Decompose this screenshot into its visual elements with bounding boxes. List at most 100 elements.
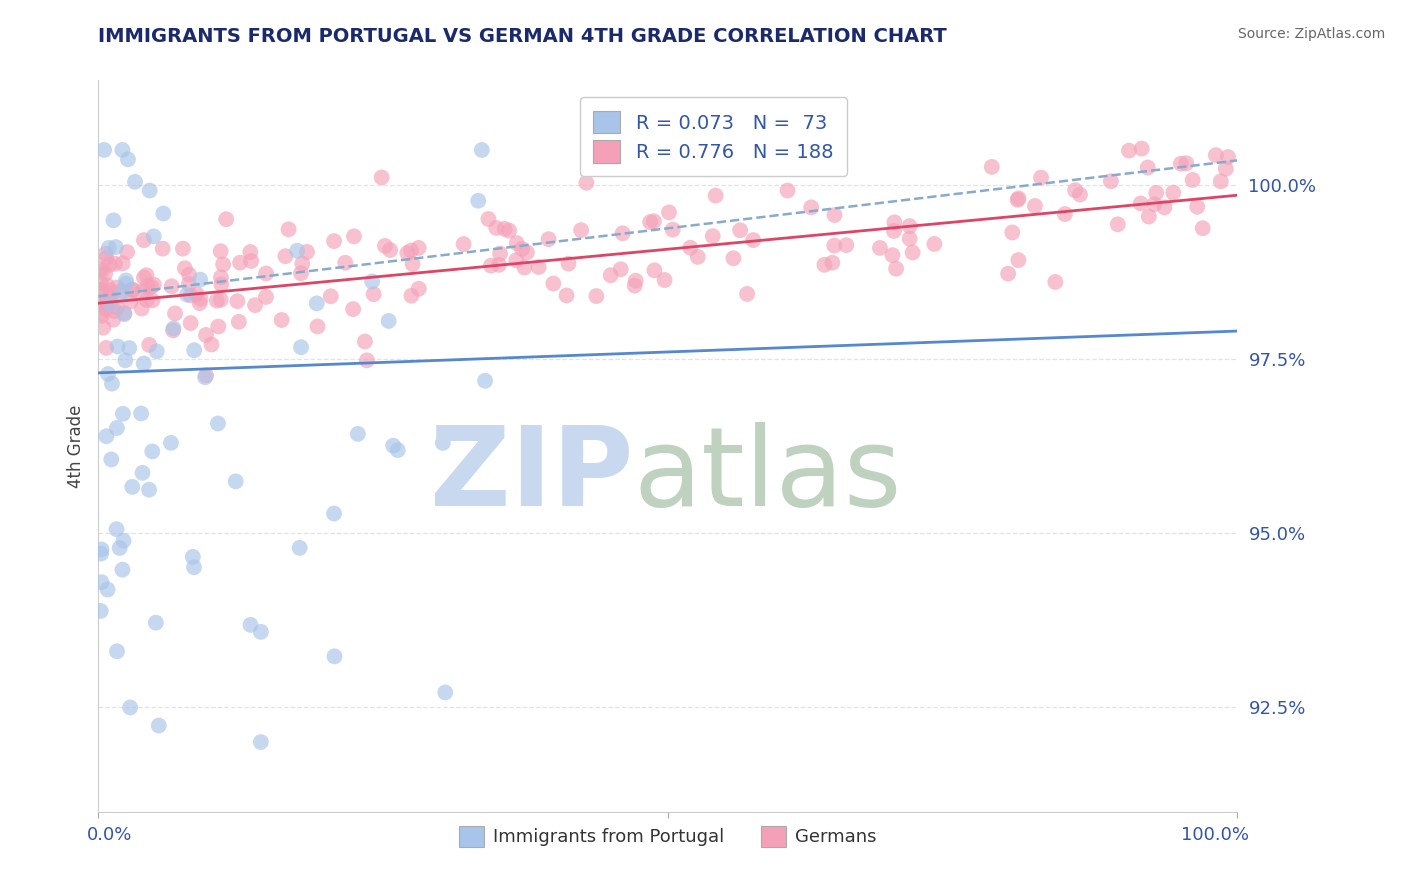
Point (105, 301, 128, 315)
Point (162, 323, 184, 337)
Text: 0.0%: 0.0% (87, 826, 132, 844)
Point (176, 287, 198, 301)
Point (188, 296, 211, 310)
Point (494, 222, 516, 236)
Point (104, 257, 127, 271)
Point (209, 270, 232, 285)
Point (209, 293, 232, 307)
Point (183, 343, 205, 358)
Point (195, 368, 218, 383)
Point (122, 283, 145, 297)
Point (145, 344, 167, 359)
Point (1175, 156, 1198, 170)
Point (569, 223, 592, 237)
Point (96, 429, 118, 443)
Point (323, 507, 346, 521)
Point (377, 314, 399, 328)
Point (1099, 174, 1122, 188)
Point (94, 296, 117, 310)
Point (250, 735, 273, 749)
Point (96, 278, 118, 293)
Point (1001, 226, 1024, 240)
Point (240, 254, 263, 268)
Point (131, 301, 153, 316)
Point (115, 277, 138, 291)
Point (112, 306, 135, 320)
Point (883, 224, 905, 238)
Point (90, 264, 112, 278)
Point (623, 278, 645, 293)
Point (1053, 207, 1076, 221)
Point (323, 649, 346, 664)
Point (408, 241, 430, 255)
Point (160, 279, 183, 293)
Point (90, 542, 112, 557)
Point (111, 407, 134, 421)
Point (612, 227, 634, 241)
Point (980, 160, 1002, 174)
Point (513, 260, 536, 275)
Point (131, 466, 153, 480)
Point (135, 268, 157, 283)
Point (813, 258, 835, 272)
Point (254, 290, 277, 304)
Point (121, 283, 143, 297)
Point (821, 255, 844, 269)
Point (1107, 217, 1129, 231)
Point (557, 257, 579, 271)
Point (142, 277, 165, 292)
Point (94, 267, 117, 281)
Point (396, 246, 419, 260)
Point (474, 374, 496, 388)
Point (112, 533, 135, 548)
Point (997, 267, 1019, 281)
Point (1007, 193, 1029, 207)
Point (342, 302, 364, 317)
Point (215, 212, 238, 227)
Point (506, 236, 529, 251)
Point (485, 221, 508, 235)
Point (129, 407, 152, 421)
Point (401, 257, 423, 271)
Point (132, 356, 155, 370)
Point (1007, 253, 1029, 268)
Point (132, 233, 155, 247)
Point (527, 260, 550, 274)
Point (1153, 201, 1175, 215)
Point (250, 624, 273, 639)
Point (138, 184, 160, 198)
Point (110, 284, 132, 298)
Point (1024, 199, 1046, 213)
Point (898, 219, 921, 233)
Point (124, 175, 146, 189)
Point (291, 256, 314, 270)
Point (319, 289, 342, 303)
Point (869, 241, 891, 255)
Point (115, 273, 138, 287)
Point (479, 259, 502, 273)
Point (408, 282, 430, 296)
Point (307, 319, 329, 334)
Point (898, 232, 921, 246)
Text: ZIP: ZIP (430, 422, 634, 529)
Point (1216, 150, 1239, 164)
Text: atlas: atlas (634, 422, 903, 529)
Point (120, 294, 142, 309)
Point (488, 258, 510, 272)
Point (1187, 200, 1209, 214)
Point (90, 306, 112, 320)
Point (110, 286, 132, 301)
Point (100, 297, 122, 311)
Point (399, 244, 422, 258)
Point (90, 604, 112, 618)
Point (728, 223, 751, 237)
Point (103, 213, 125, 227)
Point (90, 276, 112, 290)
Point (209, 277, 232, 292)
Point (148, 718, 170, 732)
Point (138, 483, 160, 497)
Point (114, 353, 136, 368)
Point (1144, 186, 1167, 200)
Point (152, 206, 174, 220)
Point (800, 201, 823, 215)
